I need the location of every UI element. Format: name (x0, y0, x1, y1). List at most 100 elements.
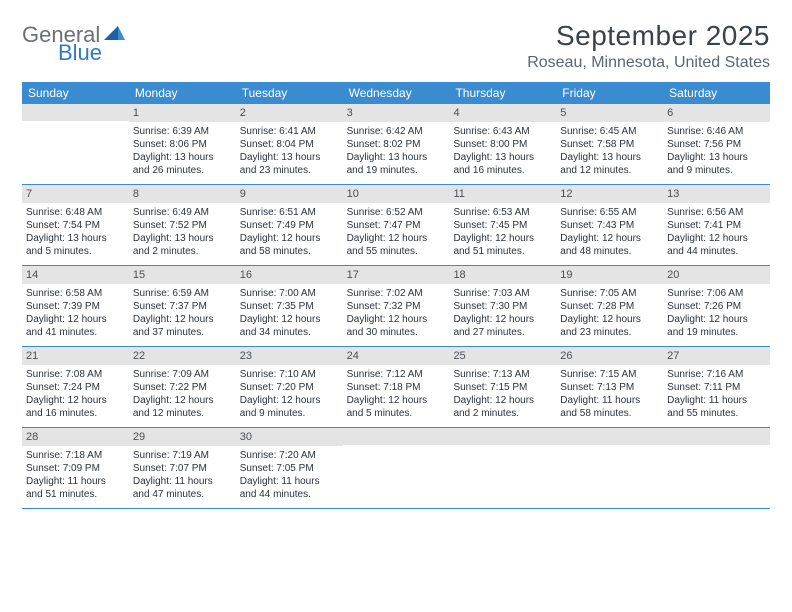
dow-cell: Thursday (449, 82, 556, 104)
sunset-line: Sunset: 7:20 PM (240, 381, 339, 394)
day-cell: 9Sunrise: 6:51 AMSunset: 7:49 PMDaylight… (236, 185, 343, 265)
header: General Blue September 2025 Roseau, Minn… (22, 20, 770, 72)
day-cell: 20Sunrise: 7:06 AMSunset: 7:26 PMDayligh… (663, 266, 770, 346)
day-cell (22, 104, 129, 184)
sunset-line: Sunset: 8:02 PM (347, 138, 446, 151)
sunset-line: Sunset: 7:32 PM (347, 300, 446, 313)
sunrise-line: Sunrise: 6:51 AM (240, 206, 339, 219)
day-number: 6 (663, 104, 770, 122)
day-number: 9 (236, 185, 343, 203)
day-cell: 6 Sunrise: 6:46 AMSunset: 7:56 PMDaylight… (663, 104, 770, 184)
day-number: 21 (22, 347, 129, 365)
sunset-line: Sunset: 7:28 PM (560, 300, 659, 313)
day-number (449, 428, 556, 445)
week-row: 14Sunrise: 6:58 AMSunset: 7:39 PMDayligh… (22, 266, 770, 347)
day-number: 22 (129, 347, 236, 365)
day-number: 17 (343, 266, 450, 284)
sunrise-line: Sunrise: 6:56 AM (667, 206, 766, 219)
sunrise-line: Sunrise: 7:09 AM (133, 368, 232, 381)
sunrise-line: Sunrise: 6:43 AM (453, 125, 552, 138)
day-cell: 12Sunrise: 6:55 AMSunset: 7:43 PMDayligh… (556, 185, 663, 265)
sunset-line: Sunset: 7:05 PM (240, 462, 339, 475)
logo: General Blue (22, 24, 126, 64)
daylight-line: Daylight: 13 hours and 9 minutes. (667, 151, 766, 177)
dow-cell: Saturday (663, 82, 770, 104)
daylight-line: Daylight: 11 hours and 44 minutes. (240, 475, 339, 501)
sunset-line: Sunset: 7:37 PM (133, 300, 232, 313)
sunset-line: Sunset: 7:07 PM (133, 462, 232, 475)
sunrise-line: Sunrise: 6:42 AM (347, 125, 446, 138)
sunrise-line: Sunrise: 6:48 AM (26, 206, 125, 219)
sunset-line: Sunset: 7:41 PM (667, 219, 766, 232)
day-cell: 7Sunrise: 6:48 AMSunset: 7:54 PMDaylight… (22, 185, 129, 265)
sunset-line: Sunset: 7:49 PM (240, 219, 339, 232)
daylight-line: Daylight: 12 hours and 27 minutes. (453, 313, 552, 339)
day-cell: 23 Sunrise: 7:10 AMSunset: 7:20 PMDayligh… (236, 347, 343, 427)
sunrise-line: Sunrise: 7:03 AM (453, 287, 552, 300)
day-number: 14 (22, 266, 129, 284)
sunrise-line: Sunrise: 6:46 AM (667, 125, 766, 138)
sunrise-line: Sunrise: 7:10 AM (240, 368, 339, 381)
daylight-line: Daylight: 12 hours and 55 minutes. (347, 232, 446, 258)
day-cell: 29Sunrise: 7:19 AMSunset: 7:07 PMDayligh… (129, 428, 236, 508)
sunset-line: Sunset: 7:45 PM (453, 219, 552, 232)
day-cell (556, 428, 663, 508)
sunset-line: Sunset: 7:15 PM (453, 381, 552, 394)
daylight-line: Daylight: 11 hours and 51 minutes. (26, 475, 125, 501)
daylight-line: Daylight: 12 hours and 9 minutes. (240, 394, 339, 420)
sunset-line: Sunset: 8:06 PM (133, 138, 232, 151)
day-cell: 14Sunrise: 6:58 AMSunset: 7:39 PMDayligh… (22, 266, 129, 346)
day-number: 4 (449, 104, 556, 122)
daylight-line: Daylight: 11 hours and 47 minutes. (133, 475, 232, 501)
daylight-line: Daylight: 12 hours and 37 minutes. (133, 313, 232, 339)
day-number: 11 (449, 185, 556, 203)
daylight-line: Daylight: 12 hours and 2 minutes. (453, 394, 552, 420)
calendar-page: General Blue September 2025 Roseau, Minn… (0, 0, 792, 529)
day-number: 7 (22, 185, 129, 203)
day-cell: 13Sunrise: 6:56 AMSunset: 7:41 PMDayligh… (663, 185, 770, 265)
day-cell: 19Sunrise: 7:05 AMSunset: 7:28 PMDayligh… (556, 266, 663, 346)
day-number (343, 428, 450, 445)
dow-cell: Sunday (22, 82, 129, 104)
day-number: 12 (556, 185, 663, 203)
day-cell: 16Sunrise: 7:00 AMSunset: 7:35 PMDayligh… (236, 266, 343, 346)
daylight-line: Daylight: 12 hours and 19 minutes. (667, 313, 766, 339)
sunrise-line: Sunrise: 6:52 AM (347, 206, 446, 219)
sunrise-line: Sunrise: 7:00 AM (240, 287, 339, 300)
sunset-line: Sunset: 7:56 PM (667, 138, 766, 151)
day-number: 15 (129, 266, 236, 284)
sunrise-line: Sunrise: 6:53 AM (453, 206, 552, 219)
day-cell: 17Sunrise: 7:02 AMSunset: 7:32 PMDayligh… (343, 266, 450, 346)
sunrise-line: Sunrise: 7:15 AM (560, 368, 659, 381)
sunrise-line: Sunrise: 6:45 AM (560, 125, 659, 138)
day-number: 23 (236, 347, 343, 365)
daylight-line: Daylight: 13 hours and 16 minutes. (453, 151, 552, 177)
day-cell: 10Sunrise: 6:52 AMSunset: 7:47 PMDayligh… (343, 185, 450, 265)
day-number: 27 (663, 347, 770, 365)
sunrise-line: Sunrise: 6:55 AM (560, 206, 659, 219)
day-of-week-header: SundayMondayTuesdayWednesdayThursdayFrid… (22, 82, 770, 104)
sunrise-line: Sunrise: 6:59 AM (133, 287, 232, 300)
week-row: 21Sunrise: 7:08 AMSunset: 7:24 PMDayligh… (22, 347, 770, 428)
sunrise-line: Sunrise: 6:39 AM (133, 125, 232, 138)
sunrise-line: Sunrise: 6:58 AM (26, 287, 125, 300)
day-number: 18 (449, 266, 556, 284)
day-cell: 5Sunrise: 6:45 AMSunset: 7:58 PMDaylight… (556, 104, 663, 184)
day-cell: 2Sunrise: 6:41 AMSunset: 8:04 PMDaylight… (236, 104, 343, 184)
sunset-line: Sunset: 7:47 PM (347, 219, 446, 232)
daylight-line: Daylight: 12 hours and 5 minutes. (347, 394, 446, 420)
sunset-line: Sunset: 7:24 PM (26, 381, 125, 394)
page-subtitle: Roseau, Minnesota, United States (527, 54, 770, 72)
daylight-line: Daylight: 13 hours and 26 minutes. (133, 151, 232, 177)
logo-text-blue: Blue (58, 42, 102, 64)
sunset-line: Sunset: 7:09 PM (26, 462, 125, 475)
day-number: 26 (556, 347, 663, 365)
day-cell: 25Sunrise: 7:13 AMSunset: 7:15 PMDayligh… (449, 347, 556, 427)
sunset-line: Sunset: 7:35 PM (240, 300, 339, 313)
day-number: 29 (129, 428, 236, 446)
day-cell: 21Sunrise: 7:08 AMSunset: 7:24 PMDayligh… (22, 347, 129, 427)
day-cell (663, 428, 770, 508)
day-cell: 11Sunrise: 6:53 AMSunset: 7:45 PMDayligh… (449, 185, 556, 265)
daylight-line: Daylight: 12 hours and 30 minutes. (347, 313, 446, 339)
dow-cell: Tuesday (236, 82, 343, 104)
